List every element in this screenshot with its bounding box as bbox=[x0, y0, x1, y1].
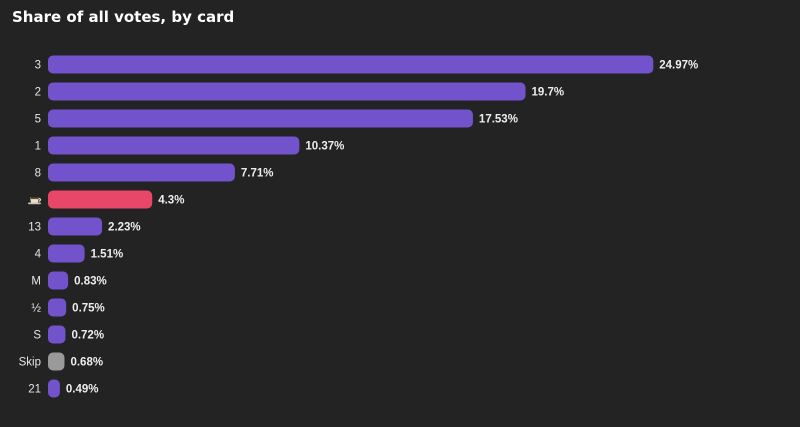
category-label: 1 bbox=[35, 141, 41, 153]
category-label: 21 bbox=[28, 384, 41, 396]
category-label: 5 bbox=[35, 114, 41, 126]
coffee-icon bbox=[28, 197, 42, 205]
value-label: 0.72% bbox=[71, 330, 104, 342]
category-label: S bbox=[33, 330, 41, 342]
bar bbox=[48, 163, 235, 182]
value-label: 1.51% bbox=[91, 249, 124, 261]
value-label: 24.97% bbox=[659, 60, 698, 72]
value-label: 0.83% bbox=[74, 276, 107, 288]
chart-title: Share of all votes, by card bbox=[12, 8, 235, 26]
category-label: ½ bbox=[31, 303, 41, 315]
value-label: 4.3% bbox=[158, 195, 184, 207]
value-label: 0.68% bbox=[70, 357, 103, 369]
category-label: 8 bbox=[35, 168, 41, 180]
category-label: 4 bbox=[35, 249, 42, 261]
bar bbox=[48, 109, 473, 128]
value-label: 7.71% bbox=[241, 168, 274, 180]
category-label: Skip bbox=[19, 357, 41, 369]
bar bbox=[48, 352, 65, 371]
bar bbox=[48, 55, 654, 74]
value-label: 10.37% bbox=[305, 141, 344, 153]
category-label: 13 bbox=[28, 222, 41, 234]
bar bbox=[48, 379, 60, 398]
value-label: 0.49% bbox=[66, 384, 99, 396]
value-label: 17.53% bbox=[479, 114, 518, 126]
bar bbox=[48, 190, 153, 209]
bar bbox=[48, 325, 66, 344]
value-label: 0.75% bbox=[72, 303, 105, 315]
category-label: M bbox=[31, 276, 41, 288]
bar bbox=[48, 217, 103, 236]
value-label: 19.7% bbox=[532, 87, 565, 99]
bar bbox=[48, 298, 67, 317]
value-label: 2.23% bbox=[108, 222, 141, 234]
bar bbox=[48, 82, 526, 101]
bar bbox=[48, 136, 300, 155]
bar bbox=[48, 244, 85, 263]
category-label: 3 bbox=[35, 60, 41, 72]
bar bbox=[48, 271, 69, 290]
category-label: 2 bbox=[35, 87, 41, 99]
